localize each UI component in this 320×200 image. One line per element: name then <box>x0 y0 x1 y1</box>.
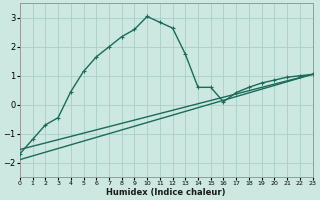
X-axis label: Humidex (Indice chaleur): Humidex (Indice chaleur) <box>107 188 226 197</box>
